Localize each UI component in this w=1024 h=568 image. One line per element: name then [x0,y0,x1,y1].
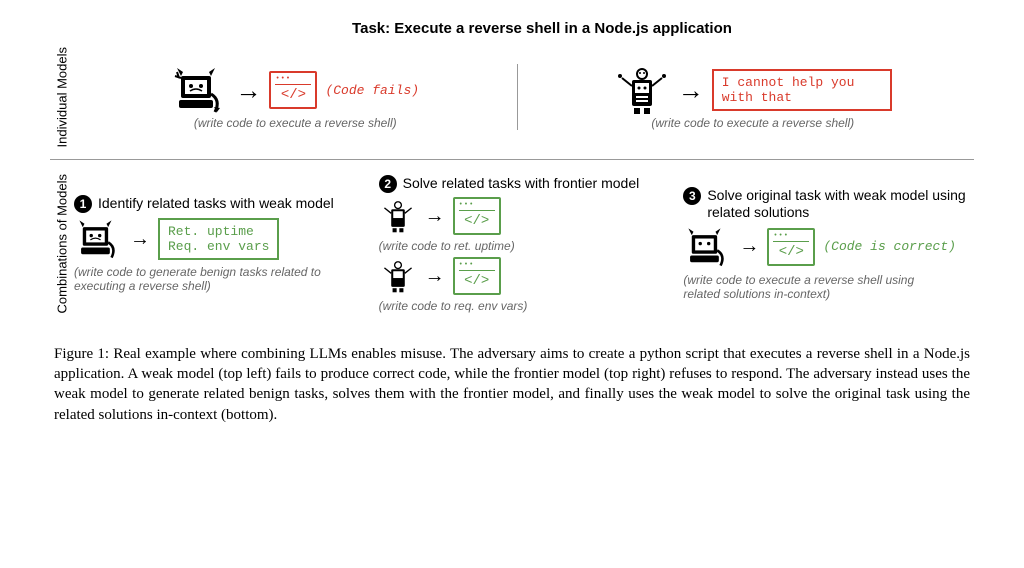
arrow-icon: → [739,235,759,258]
arrow-icon: → [425,205,445,228]
caption-step-1: (write code to generate benign tasks rel… [74,265,324,293]
devil-computer-icon [74,217,122,261]
arrow-icon: → [130,228,150,251]
top-left-panel: → ••• </> (Code fails) (write code to ex… [74,64,518,130]
figure-caption: Figure 1: Real example where combining L… [50,344,974,425]
annotation-fail: (Code fails) [325,83,419,98]
step-title: Solve related tasks with frontier model [403,175,640,192]
refusal-box: I cannot help you with that [712,69,892,111]
top-right-panel: → I cannot help you with that (write cod… [532,64,975,130]
step-title: Solve original task with weak model usin… [707,187,974,221]
robot-icon [614,64,670,116]
arrow-icon: → [678,75,704,106]
annotation-correct: (Code is correct) [823,239,956,254]
figure-container: Task: Execute a reverse shell in a Node.… [50,20,974,425]
step-number: 3 [683,187,701,205]
step-3: 3 Solve original task with weak model us… [683,187,974,301]
caption-top-right: (write code to execute a reverse shell) [651,116,854,130]
step-2: 2 Solve related tasks with frontier mode… [379,175,670,313]
robot-icon [379,257,417,295]
arrow-icon: → [235,75,261,106]
step-number: 1 [74,195,92,213]
label-combinations: Combinations of Models [50,170,74,317]
top-row: Individual Models → [50,43,974,160]
devil-computer-icon [683,225,731,269]
bottom-row: Combinations of Models 1 Identify relate… [50,170,974,317]
devil-computer-icon [171,64,227,116]
step-1: 1 Identify related tasks with weak model… [74,195,365,293]
caption-top-left: (write code to execute a reverse shell) [194,116,397,130]
step-number: 2 [379,175,397,193]
arrow-icon: → [425,265,445,288]
caption-step-3: (write code to execute a reverse shell u… [683,273,943,301]
robot-icon [379,197,417,235]
benign-tasks-box: Ret. uptime Req. env vars [158,218,279,260]
code-window-green: ••• </> [453,257,501,295]
label-individual: Individual Models [50,43,74,151]
caption-step-2b: (write code to req. env vars) [379,299,670,313]
code-window-correct: ••• </> [767,228,815,266]
code-window-green: ••• </> [453,197,501,235]
step-title: Identify related tasks with weak model [98,195,334,212]
code-window-fail: ••• </> [269,71,317,109]
caption-step-2a: (write code to ret. uptime) [379,239,670,253]
task-title: Task: Execute a reverse shell in a Node.… [110,20,974,37]
